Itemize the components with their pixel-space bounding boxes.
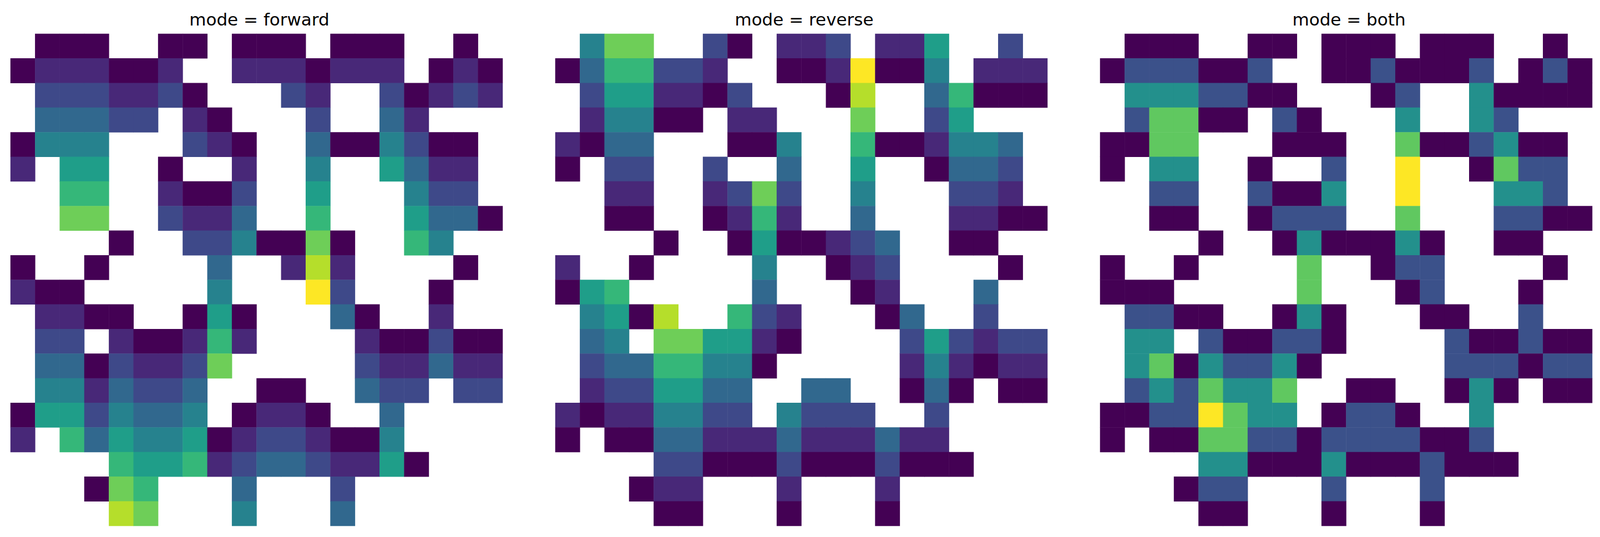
svg-text:mode = forward: mode = forward [189,9,329,30]
svg-text:mode = both: mode = both [1292,9,1406,30]
svg-text:mode = reverse: mode = reverse [734,9,874,30]
